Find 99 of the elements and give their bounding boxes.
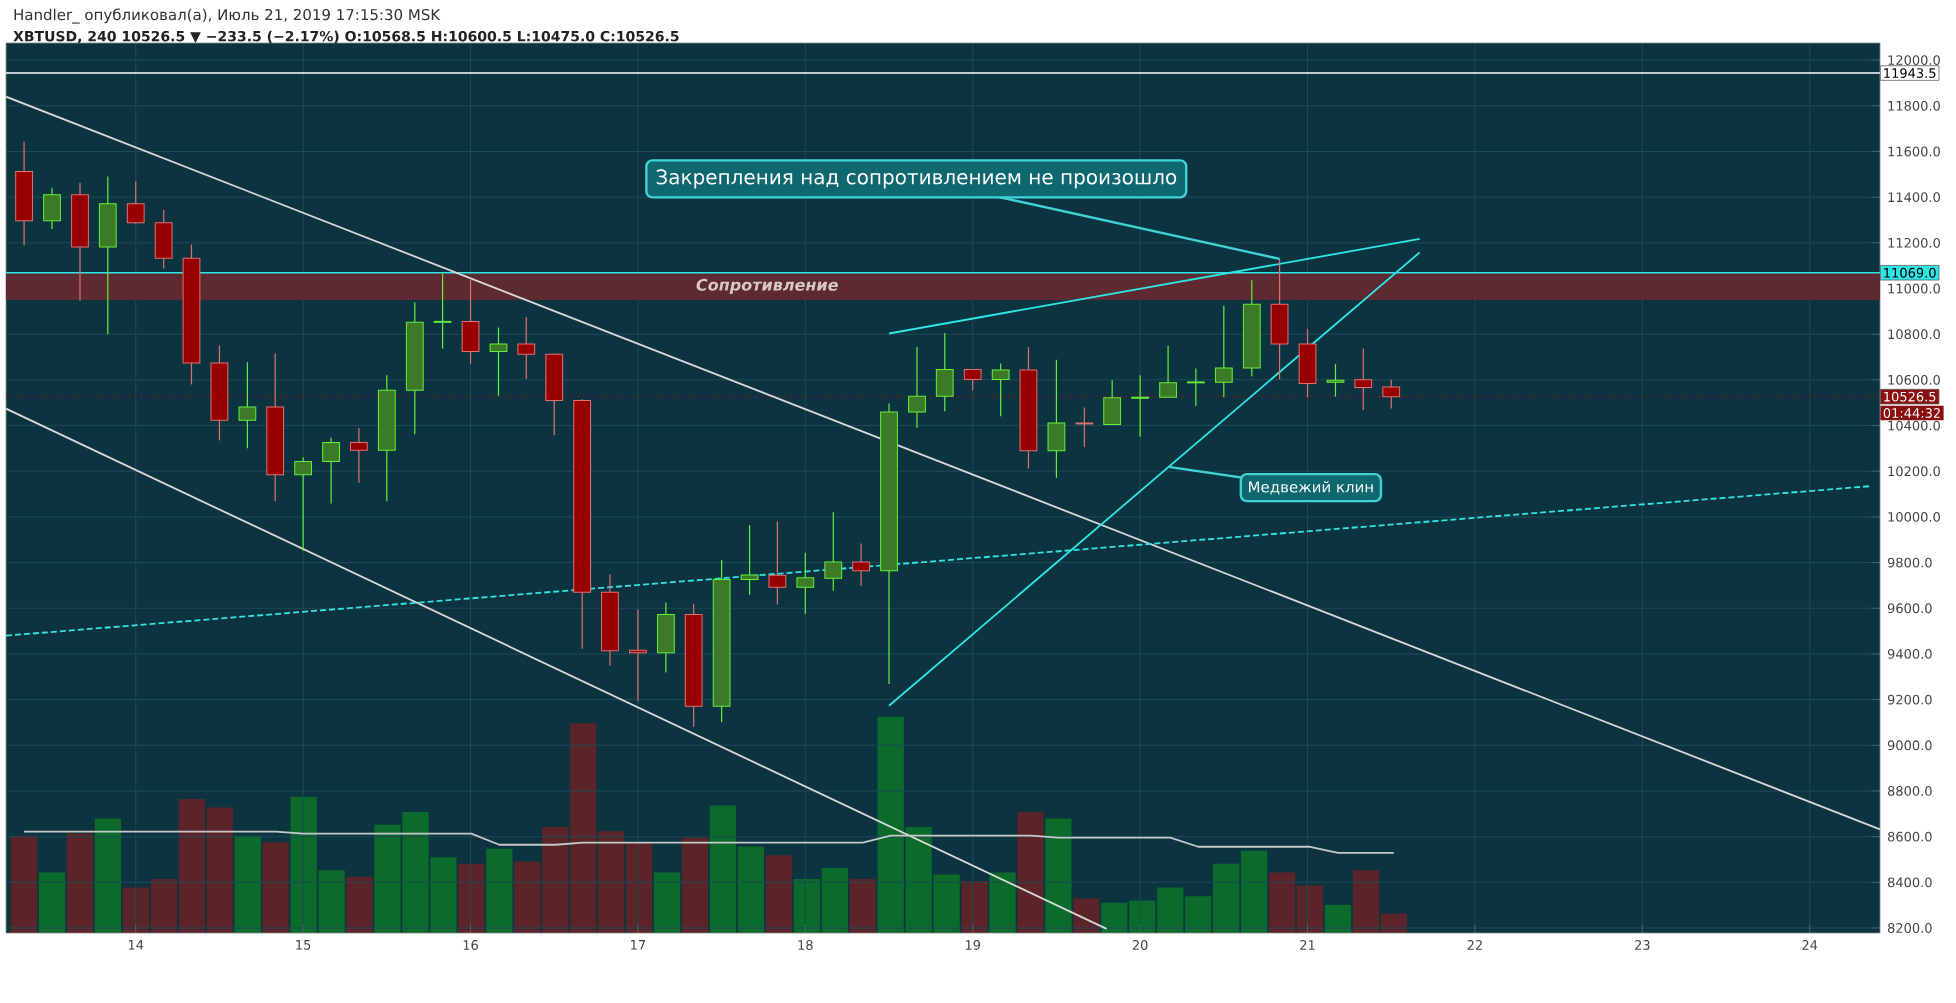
bar	[598, 831, 625, 933]
ref-line-label: 11943.5	[1884, 68, 1936, 78]
candlestick	[1186, 367, 1205, 407]
x-tick-label: 20	[1132, 940, 1148, 950]
candlestick	[433, 273, 452, 350]
bar	[709, 805, 737, 933]
candlestick	[517, 316, 536, 380]
annotation: Медвежий клин	[1249, 480, 1373, 495]
candlestick	[824, 511, 843, 592]
y-tick-label: 11600.0	[1888, 146, 1940, 157]
bar	[150, 878, 177, 933]
bar	[989, 872, 1016, 933]
bar	[681, 837, 709, 933]
candlestick	[294, 456, 313, 552]
bar	[1185, 896, 1212, 933]
bar	[234, 835, 261, 933]
x-tick-label: 19	[965, 940, 981, 950]
candlestick	[1075, 406, 1094, 448]
bar	[849, 878, 876, 933]
candlestick	[238, 361, 257, 449]
y-tick-label: 11000.0	[1888, 283, 1940, 294]
candlestick	[1214, 305, 1233, 398]
bar	[94, 818, 122, 933]
candlestick	[349, 427, 368, 484]
candlestick	[1131, 374, 1149, 438]
y-tick-label: 10600.0	[1888, 374, 1940, 385]
candlestick	[908, 346, 926, 429]
bar	[206, 807, 233, 933]
candlestick	[796, 552, 815, 615]
text: 01:44:32	[1883, 408, 1940, 418]
y-tick-label: 9800.0	[1887, 557, 1932, 568]
x-tick-label: 17	[631, 940, 646, 950]
candlestick	[489, 326, 508, 397]
candlestick	[126, 180, 145, 225]
y-tick-label: 8200.0	[1887, 923, 1932, 933]
candlestick	[1159, 345, 1177, 398]
y-tick-label: 9600.0	[1887, 603, 1932, 614]
y-tick-label: 8800.0	[1887, 786, 1932, 796]
x-tick-label: 18	[798, 940, 813, 950]
candlestick	[1326, 363, 1345, 398]
y-tick-label: 10800.0	[1888, 329, 1940, 340]
bar	[1017, 811, 1044, 933]
candlestick	[322, 437, 340, 505]
bar	[961, 881, 988, 933]
y-tick-label: 10200.0	[1888, 466, 1940, 477]
x-tick-label: 14	[128, 940, 144, 950]
bar	[765, 855, 793, 933]
ref-line-label: 10526.5	[1884, 391, 1936, 402]
x-tick-label: 15	[296, 940, 311, 950]
y-tick-label: 11800.0	[1888, 100, 1940, 111]
x-tick-label: 21	[1300, 940, 1315, 950]
candlestick	[740, 524, 759, 596]
y-tick-label: 10000.0	[1888, 511, 1940, 522]
chart-subtitle: XBTUSD, 240 10526.5 ▼ −233.5 (−2.17%) O:10568.5 H:10600.5 L:10475.0 C:10526.5	[13, 30, 679, 44]
bar	[570, 723, 597, 933]
candlestick	[991, 362, 1010, 417]
x-tick-label: 24	[1802, 940, 1818, 950]
bar	[66, 833, 94, 933]
bar	[38, 872, 66, 933]
candlestick	[1382, 379, 1401, 410]
bar	[1296, 885, 1324, 933]
y-tick-label: 9200.0	[1887, 694, 1932, 705]
ref-line-label: 11069.0	[1884, 267, 1936, 278]
bar	[1157, 887, 1184, 933]
bar	[10, 835, 38, 933]
x-tick-label: 22	[1467, 940, 1482, 950]
chart-title: Handler_ опубликовал(а), Июль 21, 2019 17:15:30 MSK	[14, 8, 441, 24]
bar	[1268, 872, 1296, 933]
y-tick-label: 8600.0	[1887, 831, 1932, 842]
candlestick	[1354, 347, 1373, 411]
bar	[1213, 863, 1240, 933]
bar	[877, 716, 904, 933]
x-tick-label: 16	[463, 940, 478, 950]
y-tick-label: 8400.0	[1887, 877, 1932, 888]
y-tick-label: 9000.0	[1887, 740, 1932, 751]
bar	[1240, 850, 1268, 933]
band-label: Сопротивление	[696, 278, 838, 294]
bar	[1045, 818, 1072, 933]
y-tick-label: 11400.0	[1888, 192, 1940, 203]
bar	[262, 842, 289, 933]
bar	[737, 846, 765, 933]
bar	[458, 863, 485, 933]
x-tick-label: 23	[1634, 940, 1650, 950]
y-tick-label: 10400.0	[1888, 420, 1940, 431]
bar	[653, 872, 681, 933]
bar	[178, 798, 205, 933]
y-tick-label: 11200.0	[1888, 237, 1940, 248]
bar	[346, 876, 373, 933]
bar	[821, 868, 848, 933]
annotation: Закрепления над сопротивлением не произошло	[656, 169, 1177, 189]
bar	[514, 861, 541, 933]
bar	[542, 827, 569, 933]
candlestick	[963, 368, 982, 392]
candlestick	[768, 520, 787, 606]
bar	[1352, 870, 1380, 933]
bar	[486, 848, 513, 933]
y-tick-label: 9400.0	[1887, 649, 1932, 659]
y-tick-label: 12000.0	[1888, 55, 1940, 66]
candlestick	[852, 543, 870, 587]
